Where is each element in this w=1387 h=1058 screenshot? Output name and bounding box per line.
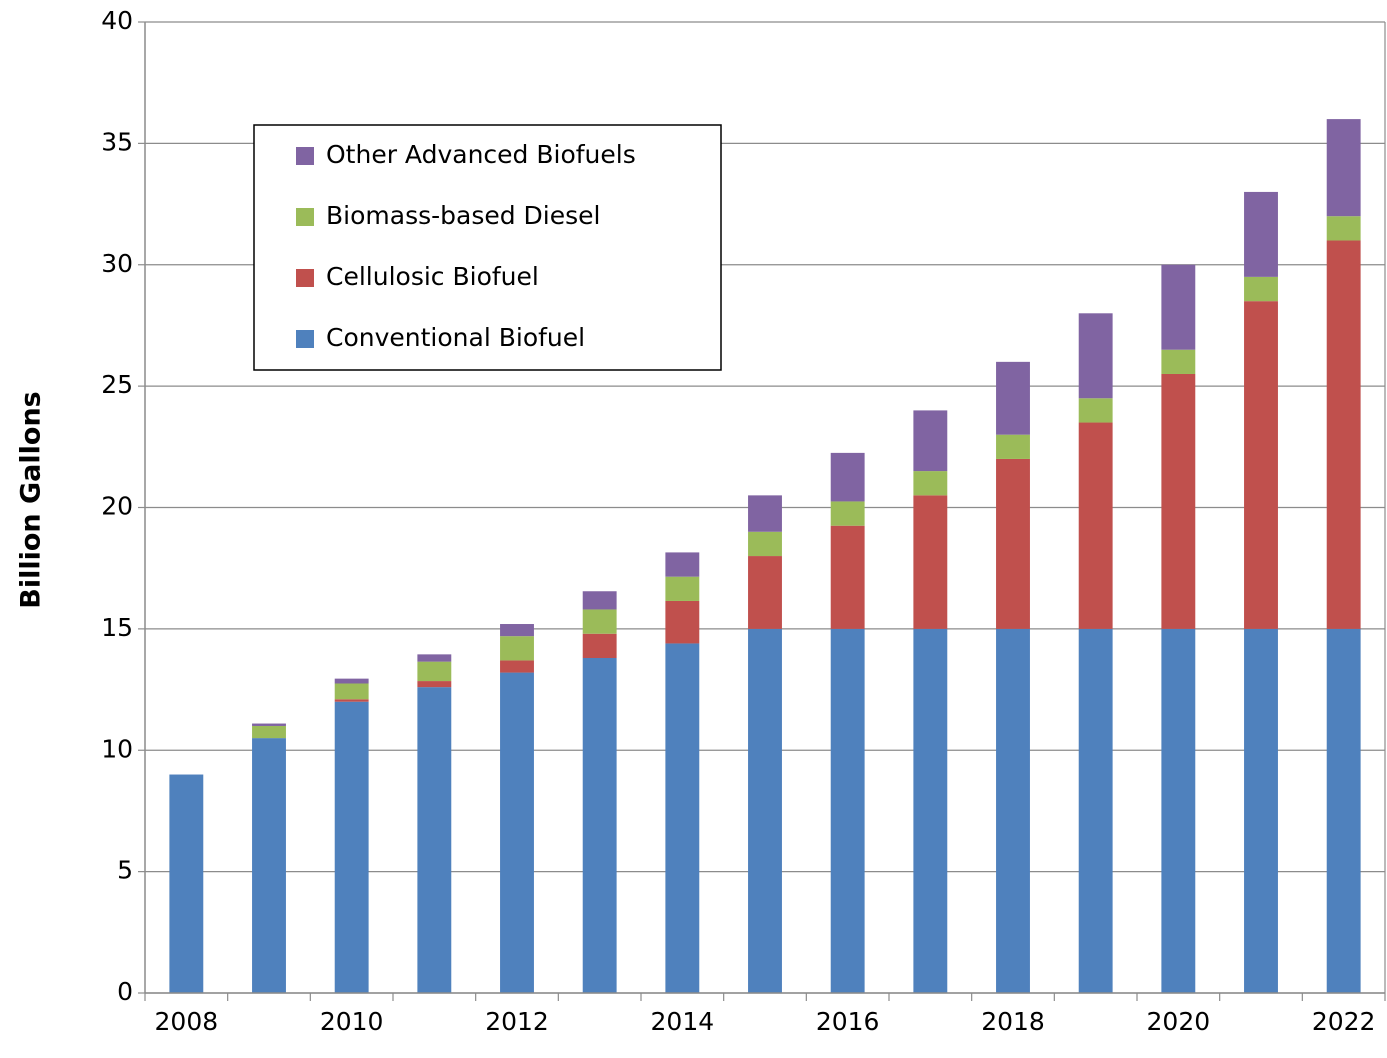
bar-segment: [417, 687, 452, 993]
bar-segment: [169, 774, 204, 993]
bar-segment: [500, 636, 534, 661]
bar-segment: [1326, 240, 1361, 629]
bar-segment: [582, 609, 617, 634]
bar-segment: [417, 681, 452, 688]
bar-segment: [748, 531, 782, 557]
bar-segment: [665, 576, 700, 601]
legend-swatch: [296, 208, 314, 226]
bar-segment: [500, 672, 534, 993]
x-tick-label: 2008: [155, 1007, 219, 1036]
bar-segment: [1244, 301, 1278, 629]
bar-segment: [830, 501, 865, 526]
bar-segment: [996, 628, 1030, 993]
x-tick-label: 2016: [816, 1007, 880, 1036]
y-tick-label: 0: [117, 977, 133, 1006]
y-tick-label: 10: [101, 734, 133, 763]
bar-segment: [748, 495, 782, 532]
bar-segment: [748, 628, 782, 993]
bar-segment: [1326, 216, 1361, 241]
bar-segment: [748, 556, 782, 629]
bar-segment: [1244, 628, 1278, 993]
bar-segment: [582, 591, 617, 610]
bar-segment: [582, 658, 617, 993]
bar-segment: [830, 452, 865, 502]
legend-box: [253, 124, 722, 371]
bar-segment: [1078, 313, 1113, 399]
x-tick-label: 2010: [320, 1007, 384, 1036]
bar-segment: [996, 434, 1030, 459]
bar-segment: [334, 678, 369, 684]
bar-segment: [996, 361, 1030, 435]
y-tick-label: 5: [117, 856, 133, 885]
bar-segment: [252, 725, 286, 739]
bar-segment: [1326, 628, 1361, 993]
bar-segment: [334, 699, 369, 702]
bar-segment: [913, 628, 948, 993]
bar-segment: [334, 701, 369, 993]
bar-segment: [1326, 119, 1361, 217]
bar-segment: [582, 633, 617, 659]
bar-segment: [1161, 349, 1196, 374]
bar-segment: [252, 723, 286, 726]
bar-segment: [252, 738, 286, 993]
y-tick-label: 35: [101, 127, 133, 156]
y-tick-label: 25: [101, 370, 133, 399]
bar-segment: [996, 458, 1030, 629]
x-tick-label: 2014: [651, 1007, 715, 1036]
y-tick-label: 15: [101, 613, 133, 642]
x-tick-label: 2012: [485, 1007, 549, 1036]
y-tick-label: 20: [101, 492, 133, 521]
x-tick-label: 2018: [981, 1007, 1045, 1036]
legend-swatch: [296, 269, 314, 287]
bar-segment: [417, 654, 452, 662]
legend-label: Cellulosic Biofuel: [326, 262, 539, 291]
bar-segment: [1078, 398, 1113, 423]
legend-swatch: [296, 330, 314, 348]
bar-segment: [1244, 191, 1278, 277]
bar-segment: [1078, 628, 1113, 993]
legend-label: Conventional Biofuel: [326, 323, 585, 352]
x-tick-label: 2020: [1147, 1007, 1211, 1036]
bar-segment: [913, 471, 948, 496]
y-tick-label: 30: [101, 249, 133, 278]
bar-segment: [500, 624, 534, 637]
bar-segment: [500, 660, 534, 673]
bar-segment: [913, 410, 948, 472]
bar-segment: [1244, 276, 1278, 302]
bar-segment: [665, 643, 700, 993]
bar-segment: [665, 600, 700, 644]
y-tick-label: 40: [101, 6, 133, 35]
y-axis-label: Billion Gallons: [16, 391, 47, 609]
bar-segment: [417, 661, 452, 682]
bar-segment: [1161, 264, 1196, 350]
x-tick-label: 2022: [1312, 1007, 1376, 1036]
bar-segment: [1078, 422, 1113, 629]
bar-segment: [1161, 373, 1196, 629]
bar-segment: [830, 525, 865, 629]
legend-label: Other Advanced Biofuels: [326, 140, 636, 169]
bar-segment: [1161, 628, 1196, 993]
bar-segment: [913, 495, 948, 629]
bar-segment: [830, 628, 865, 993]
legend-swatch: [296, 147, 314, 165]
bar-segment: [665, 552, 700, 577]
legend-label: Biomass-based Diesel: [326, 201, 600, 230]
bar-segment: [334, 683, 369, 700]
